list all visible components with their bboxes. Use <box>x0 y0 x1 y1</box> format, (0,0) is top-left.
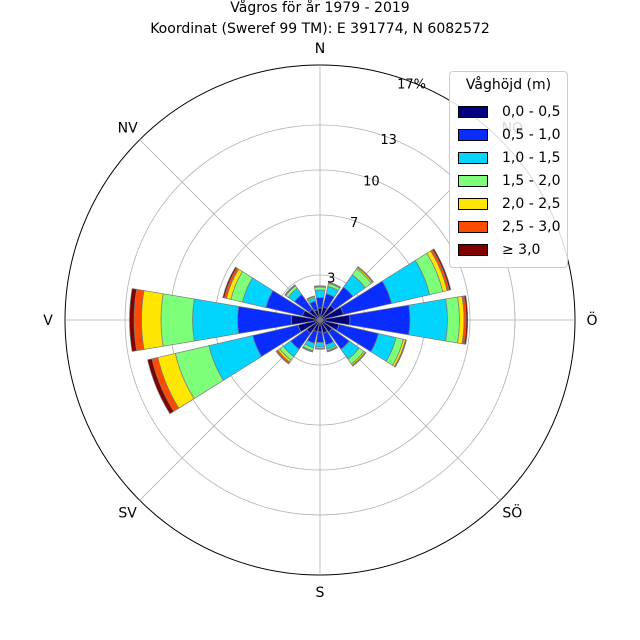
direction-label: Ö <box>586 311 597 329</box>
legend-label: 1,5 - 2,0 <box>502 173 561 189</box>
legend-swatch <box>458 175 488 187</box>
direction-label: V <box>43 313 53 329</box>
wave-bar-segment <box>160 293 195 347</box>
legend-swatch <box>458 152 488 164</box>
wave-bar-segment <box>463 295 469 345</box>
wave-bar-segment <box>315 331 325 343</box>
wave-bar-segment <box>222 266 238 299</box>
wave-bar-segment <box>284 284 296 296</box>
chart-subtitle: Koordinat (Sweref 99 TM): E 391774, N 60… <box>150 21 490 37</box>
legend-swatch <box>458 198 488 210</box>
wave-bar-segment <box>328 281 341 288</box>
wave-bar-segment <box>129 288 137 352</box>
wave-bar-segment <box>306 295 315 300</box>
legend-swatch <box>458 106 488 118</box>
direction-label: N <box>315 41 325 57</box>
wave-bar-segment <box>192 298 240 342</box>
legend-label: 1,0 - 1,5 <box>502 150 561 166</box>
direction-label: SV <box>118 505 137 521</box>
ring-tick-label: 17% <box>397 77 426 92</box>
wave-bar-segment <box>432 248 452 291</box>
wave-bar-segment <box>315 297 325 309</box>
wave-bar-segment <box>313 285 327 287</box>
ring-tick-label: 3 <box>327 271 335 286</box>
legend-swatch <box>458 129 488 141</box>
legend-swatch <box>458 244 488 256</box>
wave-bars <box>129 248 469 415</box>
wave-bar-segment <box>314 348 326 350</box>
polar-labels: NNOÖSÖSSVVNV37101317% <box>43 41 597 601</box>
wave-bar-segment <box>314 289 326 299</box>
wave-bar-segment <box>315 341 325 348</box>
direction-label: NV <box>118 121 138 137</box>
legend-swatch <box>458 221 488 233</box>
wave-bar-segment <box>141 290 164 350</box>
legend-title: Våghöjd (m) <box>465 77 552 93</box>
chart-title: Vågros för år 1979 - 2019 <box>230 0 409 16</box>
wave-bar-segment <box>302 347 314 353</box>
legend: Våghöjd (m) 0,0 - 0,5 0,5 - 1,0 1,0 - 1,… <box>449 71 568 268</box>
direction-label: S <box>316 585 325 601</box>
legend-label: 0,0 - 0,5 <box>502 104 561 120</box>
wave-bar-segment <box>352 352 367 367</box>
wave-bar-segment <box>357 266 374 283</box>
ring-tick-label: 13 <box>380 133 397 148</box>
legend-label: 2,0 - 2,5 <box>502 196 561 212</box>
wave-bar-segment <box>394 339 407 368</box>
wave-bar-segment <box>275 350 290 365</box>
wave-bar-segment <box>147 358 175 415</box>
legend-label: 0,5 - 1,0 <box>502 127 561 143</box>
legend-label: 2,5 - 3,0 <box>502 219 561 235</box>
legend-label: ≥ 3,0 <box>502 242 541 258</box>
wave-bar-segment <box>445 296 460 344</box>
wave-bar-segment <box>326 347 338 353</box>
wave-bar-segment <box>408 298 448 342</box>
ring-tick-label: 7 <box>350 216 358 231</box>
ring-tick-label: 10 <box>363 174 380 189</box>
direction-label: SÖ <box>502 503 522 521</box>
